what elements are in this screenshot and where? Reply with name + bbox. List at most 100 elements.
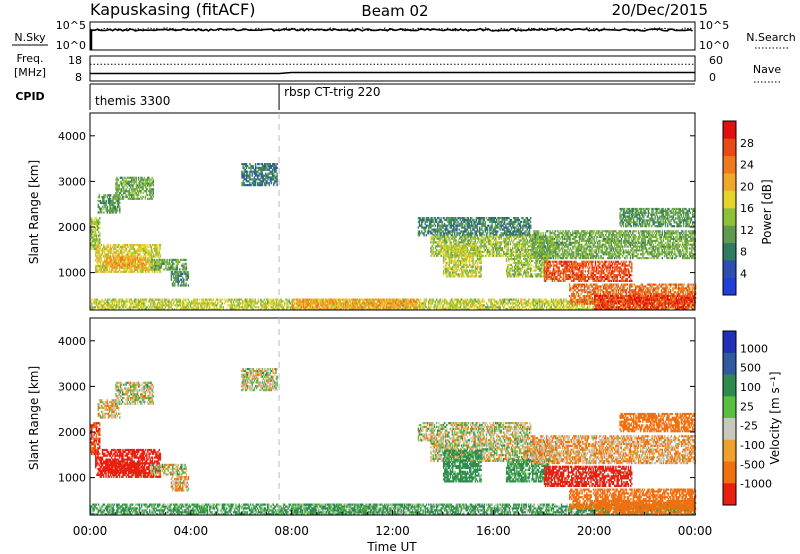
power-cells-cell-1132 bbox=[160, 244, 161, 246]
power-cells-cell-26 bbox=[91, 217, 92, 219]
power-cells-cell-693 bbox=[114, 254, 115, 256]
power-cells-cell-2213 bbox=[216, 306, 217, 308]
power-cells-cell-660 bbox=[111, 271, 112, 273]
power-cells-cell-2114 bbox=[190, 304, 191, 306]
power-cells-cell-151 bbox=[106, 200, 107, 202]
freq-left-tick-top: 18 bbox=[68, 54, 82, 67]
power-cells-cell-100 bbox=[99, 240, 100, 242]
power-cells-cell-1388 bbox=[181, 265, 182, 267]
power-cells-cell-52 bbox=[95, 240, 96, 242]
power-cells-cell-419 bbox=[140, 192, 141, 194]
power-cells-cell-355 bbox=[131, 182, 132, 184]
power-cells-cell-1915 bbox=[134, 300, 135, 302]
power-cells-cell-1242 bbox=[135, 260, 136, 262]
power-cells-cell-1489 bbox=[188, 273, 189, 275]
power-cells-cell-1253 bbox=[138, 264, 139, 266]
power-cells-cell-1510 bbox=[244, 176, 245, 178]
power-cells-cell-1347 bbox=[169, 259, 170, 261]
power-cells-cell-605 bbox=[104, 248, 105, 250]
power-cells-cell-948 bbox=[140, 269, 141, 271]
power-cells-cell-2248 bbox=[230, 299, 231, 301]
power-cells-cell-2286 bbox=[240, 299, 241, 301]
power-cells-cell-1511 bbox=[244, 175, 245, 177]
power-cells-cell-2370 bbox=[264, 299, 265, 301]
power-cells-cell-1734 bbox=[274, 165, 275, 167]
power-cells-cell-137 bbox=[103, 202, 104, 204]
power-cells-cell-371 bbox=[133, 196, 134, 198]
power-cells-cell-742 bbox=[119, 244, 120, 246]
power-cells-cell-807 bbox=[126, 250, 127, 252]
power-cells-cell-1651 bbox=[264, 184, 265, 186]
power-cells-cell-435 bbox=[142, 186, 143, 188]
power-cells-cell-1705 bbox=[271, 173, 272, 175]
power-cells-cell-1537 bbox=[247, 175, 248, 177]
power-cells-cell-624 bbox=[106, 248, 107, 250]
power-cells-cell-487 bbox=[150, 192, 151, 194]
power-cells-cell-2537 bbox=[312, 299, 313, 301]
power-cells-cell-661 bbox=[111, 269, 112, 271]
power-cells-cell-1212 bbox=[126, 259, 127, 261]
power-cells-cell-399 bbox=[137, 188, 138, 190]
power-cells-cell-2005 bbox=[158, 300, 159, 302]
power-cells-cell-1015 bbox=[147, 271, 148, 273]
power-cells-cell-1627 bbox=[261, 173, 262, 175]
power-cells-cell-1465 bbox=[182, 277, 183, 279]
power-cells-cell-2182 bbox=[207, 302, 208, 304]
power-cells-cell-1267 bbox=[143, 266, 144, 268]
power-cells-cell-1210 bbox=[124, 257, 125, 259]
power-cells-cell-2195 bbox=[210, 302, 211, 304]
power-cells-cell-220 bbox=[117, 208, 118, 210]
power-cells-cell-1533 bbox=[246, 163, 247, 165]
power-cells-cell-285 bbox=[121, 181, 122, 183]
power-cells-cell-2210 bbox=[215, 302, 216, 304]
power-cells-cell-2325 bbox=[250, 302, 251, 304]
power-cells-cell-2231 bbox=[222, 302, 223, 304]
power-cells-cell-1986 bbox=[154, 302, 155, 304]
power-cells-cell-2443 bbox=[283, 300, 284, 302]
power-cells-cell-1846 bbox=[114, 299, 115, 301]
nsky-left-tick-top: 10^5 bbox=[56, 19, 86, 32]
power-cells-cell-2424 bbox=[277, 299, 278, 301]
power-cells-cell-880 bbox=[134, 271, 135, 273]
power-cells-cell-106 bbox=[99, 221, 100, 223]
power-cells-cell-1662 bbox=[265, 178, 266, 180]
power-cells-cell-1490 bbox=[188, 271, 189, 273]
power-cells-cell-543 bbox=[98, 267, 99, 269]
power-cells-cell-1852 bbox=[116, 306, 117, 308]
power-cells-cell-2315 bbox=[248, 306, 249, 308]
power-cells-cell-1454 bbox=[180, 273, 181, 275]
power-cells-cell-2377 bbox=[266, 306, 267, 308]
power-cells-cell-1130 bbox=[160, 248, 161, 250]
power-cells-cell-368 bbox=[132, 179, 133, 181]
power-cells-cell-1080 bbox=[154, 250, 155, 252]
power-cells-cell-547 bbox=[98, 255, 99, 257]
power-cells-cell-135 bbox=[103, 208, 104, 210]
power-cells-cell-1684 bbox=[267, 163, 268, 165]
power-cells-cell-296 bbox=[123, 198, 124, 200]
power-cells-cell-574 bbox=[102, 271, 103, 273]
power-cells-cell-1157 bbox=[111, 257, 112, 259]
power-cells-cell-181 bbox=[110, 194, 111, 196]
power-cells-cell-213 bbox=[116, 211, 117, 213]
power-cells-cell-1404 bbox=[186, 267, 187, 269]
power-cells-cell-1782 bbox=[98, 302, 99, 304]
power-cells-cell-627 bbox=[108, 271, 109, 273]
power-cells-cell-1440 bbox=[178, 284, 179, 286]
power-cells-cell-278 bbox=[120, 177, 121, 179]
power-cells-cell-2205 bbox=[214, 306, 215, 308]
power-cells-cell-1830 bbox=[110, 300, 111, 302]
power-cells-cell-721 bbox=[118, 271, 119, 273]
power-cells-cell-2378 bbox=[266, 304, 267, 306]
power-cells-cell-1439 bbox=[176, 271, 177, 273]
power-cells-cell-1555 bbox=[250, 184, 251, 186]
power-cells-cell-1341 bbox=[168, 265, 169, 267]
nsky-panel: N.Sky 10^5 10^0 10^5 10^0 N.Search bbox=[12, 19, 796, 52]
power-cells-cell-1437 bbox=[176, 275, 177, 277]
power-cells-cell-224 bbox=[117, 200, 118, 202]
power-cells-cell-1006 bbox=[145, 244, 146, 246]
power-cells-cell-986 bbox=[144, 254, 145, 256]
power-cells-cell-1200 bbox=[122, 260, 123, 262]
power-cells-cell-1237 bbox=[132, 257, 133, 259]
power-cells-cell-121 bbox=[100, 208, 101, 210]
power-cells-cell-930 bbox=[138, 248, 139, 250]
